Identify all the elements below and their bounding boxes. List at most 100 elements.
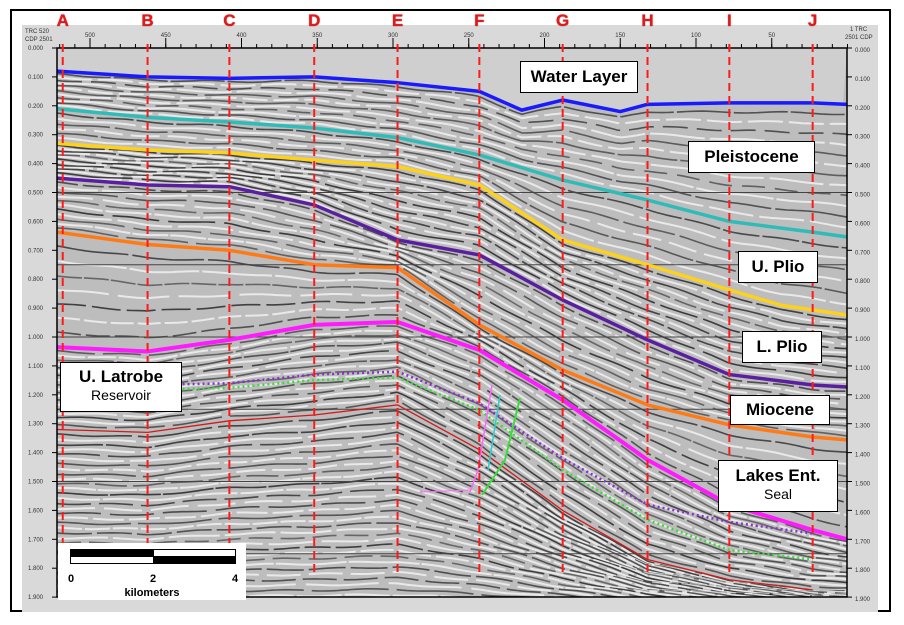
label-u-latrobe: U. Latrobe Reservoir	[60, 362, 182, 412]
reflector	[57, 147, 847, 325]
reflector	[57, 509, 748, 597]
reflector	[57, 174, 847, 383]
reflector	[57, 359, 847, 562]
reflector	[57, 222, 847, 432]
time-tick-label-right: 1.400	[855, 453, 871, 459]
time-tick-label-left: 1.600	[28, 508, 44, 514]
horizon-red-marker	[57, 404, 813, 591]
reflector	[57, 306, 847, 517]
reflector	[57, 245, 847, 453]
reflector	[57, 166, 847, 364]
reflector	[57, 160, 847, 354]
time-tick-label-left: 1.100	[28, 364, 44, 370]
reflector	[57, 354, 847, 560]
scale-segment	[70, 556, 154, 564]
reflector	[57, 213, 847, 423]
reflector	[57, 532, 703, 597]
time-tick-label-left: 0.900	[28, 306, 44, 312]
reflector	[57, 72, 847, 118]
reflector	[57, 300, 847, 504]
reflector	[57, 443, 847, 596]
reflector	[57, 117, 847, 260]
reflector	[57, 93, 847, 187]
label-title: Miocene	[745, 400, 815, 419]
reflector	[57, 155, 847, 346]
reflector	[57, 208, 847, 419]
trace-tick-label: 250	[464, 33, 475, 39]
reflector	[57, 99, 847, 208]
reflector	[57, 379, 847, 576]
time-tick-label-right: 0.300	[855, 135, 871, 141]
time-tick-label-left: 1.500	[28, 480, 44, 486]
reflector	[57, 488, 794, 597]
reflector	[57, 527, 716, 597]
trace-tick-label: 400	[236, 33, 247, 39]
well-label-b: B	[141, 11, 154, 30]
trace-tick-label: 500	[85, 33, 96, 39]
reflector	[57, 362, 847, 566]
label-water-layer: Water Layer	[520, 61, 638, 93]
reflector	[57, 470, 847, 597]
trace-tick-label: 150	[615, 33, 626, 39]
horizon-green-marker	[147, 376, 813, 561]
time-tick-label-left: 0.700	[28, 248, 44, 254]
time-tick-label-right: 0.700	[855, 250, 871, 256]
label-title: U. Latrobe	[78, 367, 164, 386]
time-tick-label-left: 1.700	[28, 537, 44, 543]
time-tick-label-left: 1.000	[28, 335, 44, 341]
time-tick-label-right: 0.500	[855, 193, 871, 199]
trace-tick-label: 50	[768, 33, 775, 39]
reflector	[57, 329, 847, 545]
time-tick-label-right: 0.200	[855, 106, 871, 112]
label-title: Pleistocene	[704, 147, 799, 166]
time-tick-label-right: 1.500	[855, 482, 871, 488]
reflector	[57, 384, 847, 578]
scale-tick: 2	[149, 573, 157, 585]
reflector	[57, 112, 847, 249]
reflector	[57, 337, 847, 551]
trace-tick-label: 450	[161, 33, 172, 39]
time-tick-label-right: 1.000	[855, 337, 871, 343]
reflector	[57, 96, 847, 197]
label-pleistocene: Pleistocene	[688, 141, 815, 173]
label-title: U. Plio	[751, 257, 805, 276]
reflector	[57, 123, 847, 271]
reflector	[57, 394, 847, 587]
well-label-j: J	[807, 11, 818, 30]
label-title: Water Layer	[530, 67, 628, 86]
reflector	[57, 227, 847, 437]
reflector	[57, 199, 847, 411]
time-tick-label-right: 1.600	[855, 510, 871, 516]
reflector	[57, 436, 847, 596]
reflector	[57, 391, 847, 584]
time-tick-label-right: 1.800	[855, 568, 871, 574]
time-tick-label-right: 0.600	[855, 221, 871, 227]
reflector	[57, 313, 847, 528]
time-tick-label-left: 0.600	[28, 219, 44, 225]
time-tick-label-right: 0.100	[855, 77, 871, 83]
reflector	[57, 144, 847, 321]
left-trc-label: TRC 520	[25, 29, 50, 35]
reflector	[57, 341, 847, 554]
time-tick-label-right: 1.700	[855, 539, 871, 545]
trace-tick-label: 350	[312, 33, 323, 39]
trace-tick-label: 200	[539, 33, 550, 39]
time-tick-label-right: 0.800	[855, 279, 871, 285]
reflector	[57, 476, 818, 597]
time-tick-label-right: 0.900	[855, 308, 871, 314]
plot-border	[56, 47, 848, 598]
seismic-reflections	[57, 48, 847, 597]
scale-unit: kilometers	[124, 587, 180, 599]
well-label-h: H	[641, 11, 654, 30]
reflector	[57, 136, 847, 306]
reflector	[57, 181, 847, 393]
reflector	[57, 275, 847, 478]
reflector	[57, 169, 847, 375]
well-label-f: F	[474, 11, 485, 30]
time-tick-label-left: 0.200	[28, 104, 44, 110]
reflector	[57, 399, 847, 589]
well-label-d: D	[308, 11, 321, 30]
reflector	[57, 260, 847, 465]
reflector	[57, 482, 847, 597]
right-cdp-label: 2501 CDP	[845, 35, 873, 41]
